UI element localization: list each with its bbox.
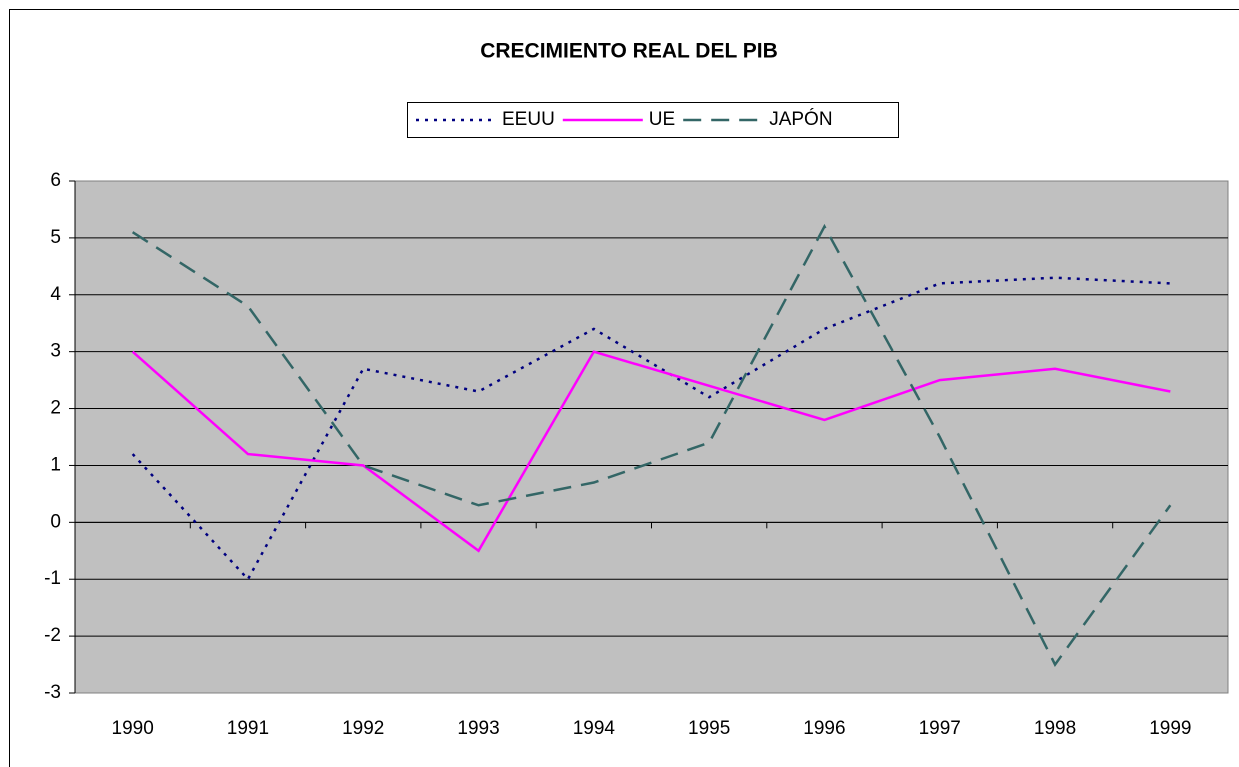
x-tick-label: 1994 [573, 718, 616, 739]
x-tick-label: 1990 [112, 718, 154, 739]
x-tick-label: 1997 [919, 718, 961, 739]
x-tick-label: 1995 [688, 718, 730, 739]
x-tick-label: 1998 [1034, 718, 1076, 739]
y-tick-label: 5 [50, 227, 61, 248]
y-tick-label: -2 [44, 625, 61, 646]
plot-area [74, 180, 1229, 694]
y-tick-label: 0 [50, 511, 61, 532]
legend-label: UE [649, 109, 675, 130]
y-tick-label: -3 [44, 682, 61, 703]
series-line [131, 276, 1171, 582]
y-tick-label: 6 [50, 170, 61, 191]
chart-title: CRECIMIENTO REAL DEL PIB [480, 40, 778, 63]
x-tick-label: 1991 [227, 718, 269, 739]
y-tick-label: -1 [44, 568, 61, 589]
y-tick-label: 1 [50, 454, 61, 475]
legend-label: EEUU [502, 109, 555, 130]
x-tick-label: 1999 [1149, 718, 1191, 739]
y-tick-label: 3 [50, 341, 61, 362]
series-line [131, 350, 1171, 553]
x-tick-label: 1996 [803, 718, 845, 739]
x-tick-label: 1992 [342, 718, 384, 739]
x-tick-label: 1993 [457, 718, 499, 739]
legend-label: JAPÓN [769, 108, 832, 130]
series-line [131, 223, 1172, 667]
y-tick-label: 4 [50, 284, 61, 305]
y-tick-label: 2 [50, 398, 61, 419]
